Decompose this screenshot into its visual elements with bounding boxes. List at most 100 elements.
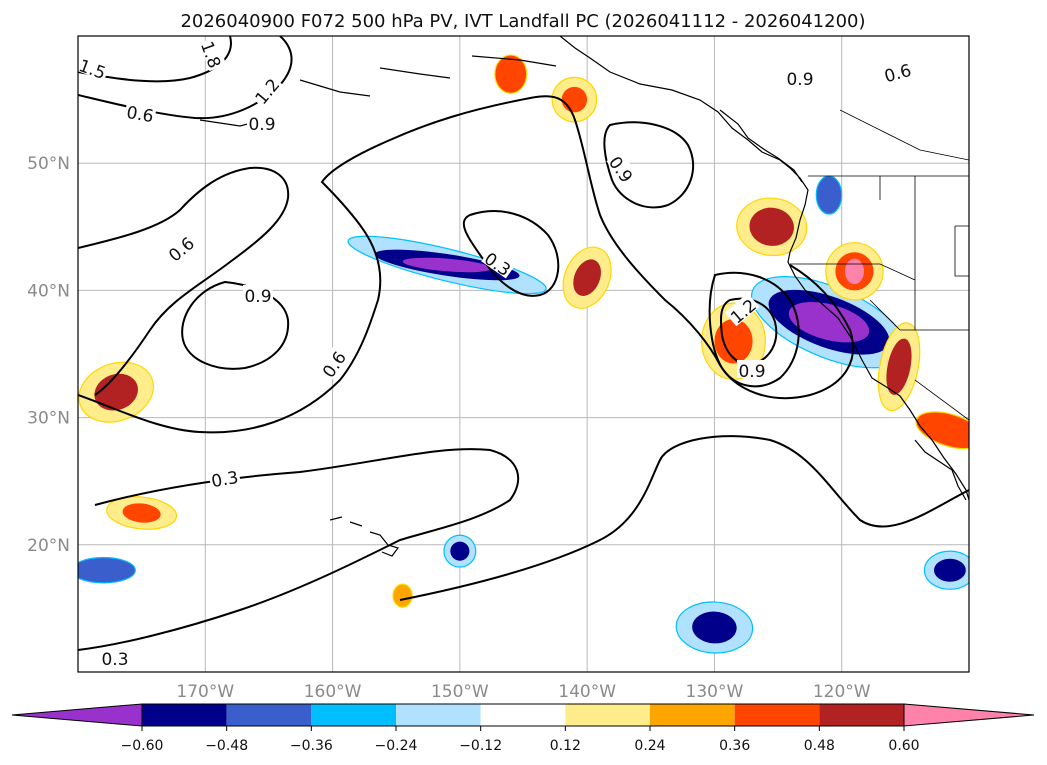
anomaly-layer [573,259,602,296]
contour-label: 0.9 [738,362,765,382]
lat-tick-label: 50°N [27,154,70,174]
border-states [790,109,969,421]
contour-label-bg [737,360,767,378]
anomaly-layer [749,207,794,246]
longitude-tick-labels: 170°W 160°W 150°W 140°W 130°W 120°W [176,682,870,702]
colorbar-bin [734,704,820,726]
anomaly-layer [933,558,966,582]
colorbar-bin [650,704,735,726]
negative-anomaly-oregon [815,175,843,215]
colorbar-bin [226,704,312,726]
contour-label: 0.6 [125,103,155,127]
lon-tick-label: 170°W [176,682,234,702]
contour-labels: 0.60.90.60.30.30.91.20.90.6 0.91.21.5 1.80… [78,36,915,670]
anomaly-layer [692,611,737,644]
latitude-tick-labels: 20°N 30°N 40°N 50°N [27,154,70,556]
coastline-alaska [559,36,969,501]
lat-tick-label: 30°N [27,409,70,429]
anomaly-layer [886,338,912,395]
coastline-northwest [719,109,803,183]
contour-label-bg [316,345,349,381]
positive-anomaly-west-pacific [78,361,154,423]
colorbar-bin [565,704,650,726]
anomaly-layer [402,257,492,273]
hawaii-islands [329,516,399,557]
contour-label-bg [162,231,198,265]
negative-anomaly-south-east [675,601,754,654]
contour-label-bg [78,53,111,81]
colorbar-tick-label: 0.24 [634,738,665,754]
anomaly-layer [844,258,864,285]
political-borders [790,109,969,421]
pv-contour-0.9-gulf [603,121,695,209]
contour-label: 0.3 [101,650,128,670]
map-frame [77,35,970,673]
colorbar-tick-label: −0.12 [459,738,502,754]
pv-contour-0.9-offshore [708,271,800,388]
positive-anomaly-mid-pacific [562,246,612,309]
contour-label-bg [249,72,283,108]
colorbar [11,703,1035,727]
anomaly-layer [94,373,138,411]
pv-contour-0.3-central [462,210,560,297]
contour-label: 0.9 [248,115,275,135]
chart-title: 2026040900 F072 500 hPa PV, IVT Landfall… [180,11,865,32]
colorbar-tick-label: −0.48 [205,738,248,754]
colorbar-bin [819,704,904,726]
lon-tick-label: 120°W [813,682,871,702]
colorbar-tick-label: −0.36 [290,738,333,754]
contour-label: 0.9 [786,70,813,90]
colorbar-tick-label: 0.36 [719,738,750,754]
lon-tick-label: 150°W [431,682,489,702]
anomaly-layer [78,556,136,584]
contour-lines [78,36,969,651]
coastline-alaska-islands [199,55,557,127]
anomaly-layer [714,319,753,364]
negative-anomaly-west-edge [78,556,136,584]
colorbar-extend-low [11,703,143,727]
colorbar-tick-label: 0.60 [888,738,919,754]
colorbar-tick-label: −0.24 [375,738,418,754]
colorbar-extend-high [903,703,1035,727]
pv-contour-0.6-northwest [78,166,290,396]
contour-label-bg [481,246,517,279]
contour-label: 0.3 [210,468,240,492]
anomaly-layer [450,541,470,561]
contour-label-bg [124,100,157,124]
lon-tick-label: 160°W [304,682,362,702]
colorbar-bin [311,704,396,726]
coastlines [199,36,969,557]
negative-anomaly-central-pacific [347,235,547,295]
contour-label: 0.9 [244,287,271,307]
colorbar-tick-label: 0.48 [804,738,835,754]
contour-label-bg [880,58,915,84]
colorbar-bin [142,704,227,726]
lat-tick-label: 40°N [27,281,70,301]
pv-contour-0.3-southwest [78,448,520,651]
pv-contour-0.6-main [78,95,855,434]
contour-label-bg [724,293,760,327]
shaded-anomalies [78,54,969,654]
pv-contour-0.3-hawaii [399,435,969,601]
anomaly-layer [494,54,528,94]
positive-anomaly-gulf-alaska-west [494,54,528,94]
positive-anomaly-south-west [106,496,178,530]
contour-label-bg [606,150,639,186]
colorbar-bin [396,704,481,726]
lon-tick-label: 140°W [558,682,616,702]
anomaly-layer [561,86,588,113]
positive-anomaly-hawaii-south [392,583,413,608]
pv-contour-0.9-west [181,280,290,370]
lon-tick-label: 130°W [686,682,744,702]
contour-label-bg [247,113,277,131]
contour-label-bg [785,68,815,86]
contour-label-bg [243,285,273,303]
colorbar-bin [480,704,566,726]
contour-label-bg [199,36,227,72]
lat-tick-label: 20°N [27,536,70,556]
contour-label-bg [208,465,241,489]
colorbar-tick-label: 0.12 [550,738,581,754]
anomaly-layer [122,503,161,523]
colorbar-tick-labels: −0.60 −0.48 −0.36 −0.24 −0.12 0.12 0.24 0.36 0.4… [121,726,920,754]
